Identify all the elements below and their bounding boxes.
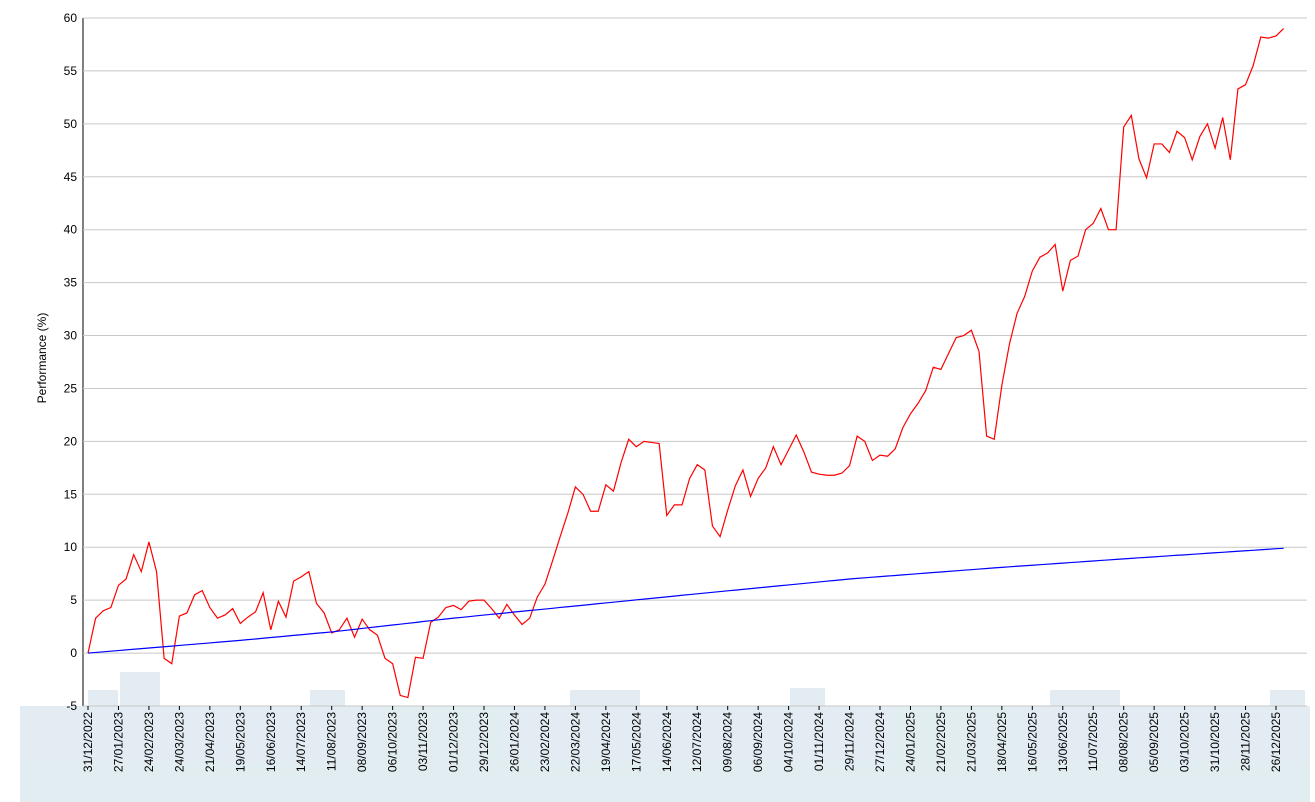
- x-tick-label: 19/05/2023: [233, 712, 247, 772]
- x-tick-label: 21/02/2025: [934, 712, 948, 772]
- x-tick-label: 14/07/2023: [294, 712, 308, 772]
- x-tick-label: 03/10/2025: [1178, 712, 1192, 772]
- y-axis-title: Performance (%): [35, 313, 49, 404]
- x-tick-label: 24/03/2023: [172, 712, 186, 772]
- x-tick-label: 01/12/2023: [447, 712, 461, 772]
- y-tick-label: 10: [64, 540, 78, 554]
- series-line: [87, 28, 1285, 699]
- x-tick-label: 28/11/2025: [1239, 712, 1253, 771]
- x-tick-label: 09/08/2024: [721, 712, 735, 772]
- x-tick-label: 21/04/2023: [203, 712, 217, 772]
- y-tick-label: 55: [64, 64, 78, 78]
- y-tick-label: 15: [64, 487, 78, 501]
- x-tick-label: 23/02/2024: [538, 712, 552, 772]
- x-tick-label: 11/08/2023: [325, 712, 339, 771]
- x-tick-label: 13/06/2025: [1056, 712, 1070, 772]
- x-tick-label: 31/10/2025: [1208, 712, 1222, 772]
- x-tick-label: 26/12/2025: [1269, 712, 1283, 772]
- y-tick-label: 5: [70, 593, 77, 607]
- x-tick-label: 27/01/2023: [111, 712, 125, 772]
- x-tick-label: 16/05/2025: [1025, 712, 1039, 772]
- y-tick-label: 60: [64, 11, 78, 25]
- x-tick-label: 17/05/2024: [629, 712, 643, 772]
- x-tick-label: 27/12/2024: [873, 712, 887, 772]
- x-tick-label: 24/01/2025: [903, 712, 917, 772]
- x-tick-label: 19/04/2024: [599, 712, 613, 772]
- x-tick-label: 06/10/2023: [386, 712, 400, 772]
- x-tick-label: 01/11/2024: [812, 712, 826, 771]
- series-line: [87, 547, 1284, 654]
- x-tick-label: 08/09/2023: [355, 712, 369, 772]
- x-tick-label: 31/12/2022: [81, 712, 95, 772]
- x-tick-label: 24/02/2023: [142, 712, 156, 772]
- y-tick-label: 0: [70, 646, 77, 660]
- y-tick-label: 20: [64, 434, 78, 448]
- x-tick-label: 29/11/2024: [843, 712, 857, 771]
- x-tick-label: 16/06/2023: [264, 712, 278, 772]
- y-tick-label: 45: [64, 170, 78, 184]
- x-tick-label: 12/07/2024: [690, 712, 704, 772]
- y-tick-label: 40: [64, 223, 78, 237]
- y-tick-label: 30: [64, 329, 78, 343]
- x-tick-label: 26/01/2024: [507, 712, 521, 772]
- x-tick-label: 04/10/2024: [782, 712, 796, 772]
- x-tick-label: 06/09/2024: [751, 712, 765, 772]
- x-tick-label: 08/08/2025: [1117, 712, 1131, 772]
- x-tick-label: 18/04/2025: [995, 712, 1009, 772]
- x-tick-label: 11/07/2025: [1086, 712, 1100, 771]
- x-tick-label: 22/03/2024: [568, 712, 582, 772]
- x-tick-label: 03/11/2023: [416, 712, 430, 771]
- y-tick-label: 25: [64, 381, 78, 395]
- x-tick-label: 21/03/2025: [964, 712, 978, 772]
- skyline-background: [20, 672, 1310, 802]
- x-tick-label: 05/09/2025: [1147, 712, 1161, 772]
- x-tick-label: 29/12/2023: [477, 712, 491, 772]
- x-tick-label: 14/06/2024: [660, 712, 674, 772]
- y-tick-label: 50: [64, 117, 78, 131]
- y-tick-label: 35: [64, 276, 78, 290]
- y-tick-label: -5: [66, 699, 77, 713]
